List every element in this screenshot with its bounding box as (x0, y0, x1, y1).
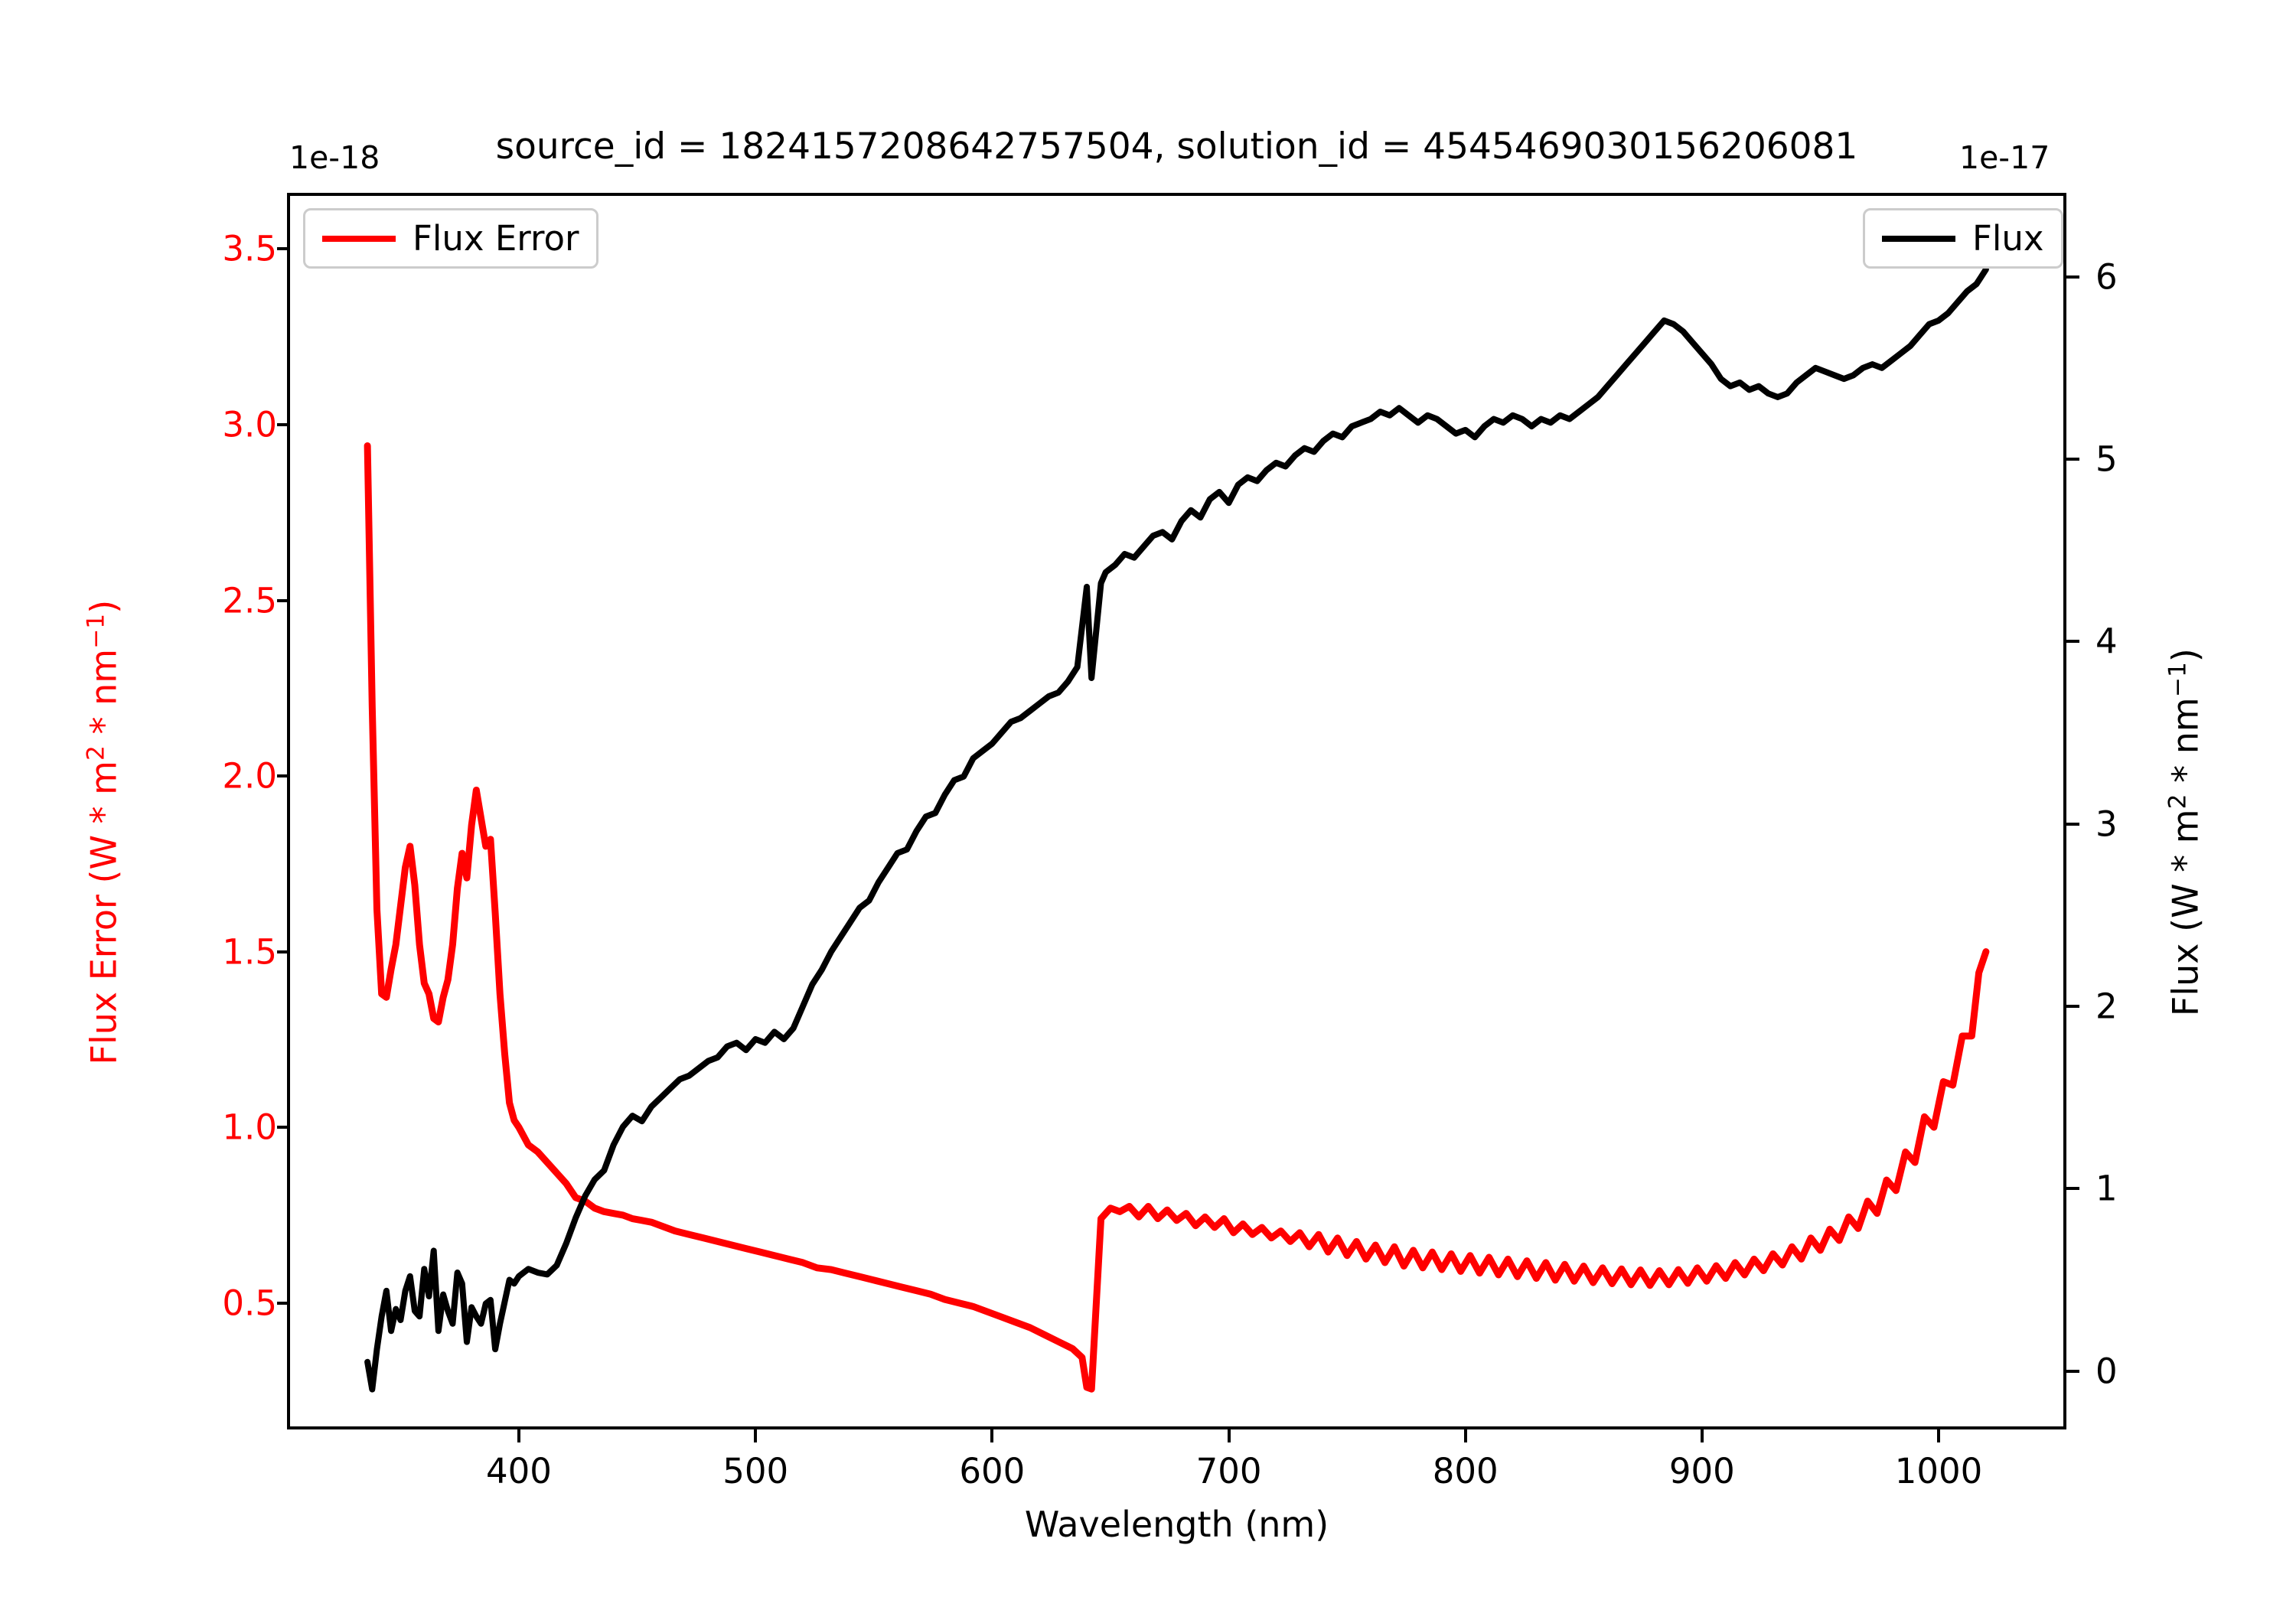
left-axis-label: Flux Error (W * m2 * nm−1) (82, 599, 125, 1065)
xtick-mark (1463, 1429, 1467, 1442)
right-ytick-label: 3 (2095, 804, 2118, 845)
xtick-mark (517, 1429, 520, 1442)
right-axis-label: Flux (W * m2 * nm−1) (2164, 648, 2206, 1017)
x-axis-label: Wavelength (nm) (1024, 1504, 1329, 1545)
left-ytick-label: 2.0 (222, 755, 277, 797)
legend-flux-error: Flux Error (303, 208, 598, 269)
xtick-label: 1000 (1894, 1451, 1983, 1491)
left-ytick-mark (277, 1126, 290, 1129)
left-ytick-mark (277, 774, 290, 778)
xtick-mark (990, 1429, 994, 1442)
axes-frame (287, 193, 2066, 1429)
legend-flux: Flux (1863, 208, 2063, 269)
right-ytick-mark (2066, 640, 2079, 644)
left-ytick-label: 2.5 (222, 580, 277, 621)
plot-title: source_id = 1824157208642757504, solutio… (495, 125, 1858, 168)
legend-label-flux-error: Flux Error (413, 218, 579, 259)
right-ytick-label: 4 (2095, 621, 2118, 662)
right-ytick-label: 0 (2095, 1351, 2118, 1392)
legend-label-flux: Flux (1972, 218, 2044, 259)
right-ytick-label: 1 (2095, 1168, 2118, 1209)
left-ytick-label: 1.0 (222, 1107, 277, 1148)
right-ytick-mark (2066, 822, 2079, 826)
xtick-label: 400 (486, 1451, 552, 1491)
right-ytick-mark (2066, 457, 2079, 461)
left-ytick-label: 0.5 (222, 1283, 277, 1324)
xtick-label: 600 (959, 1451, 1026, 1491)
left-axis-offset-text: 1e-18 (289, 139, 380, 176)
right-ytick-mark (2066, 275, 2079, 279)
xtick-mark (1227, 1429, 1231, 1442)
left-ytick-mark (277, 950, 290, 953)
right-ytick-mark (2066, 1187, 2079, 1191)
right-ytick-label: 6 (2095, 256, 2118, 298)
right-ytick-label: 5 (2095, 438, 2118, 480)
xtick-label: 900 (1668, 1451, 1735, 1491)
xtick-label: 700 (1195, 1451, 1262, 1491)
right-ytick-label: 2 (2095, 986, 2118, 1027)
xtick-mark (1700, 1429, 1704, 1442)
xtick-mark (754, 1429, 758, 1442)
legend-line-icon-flux (1882, 235, 1955, 242)
left-ytick-mark (277, 423, 290, 426)
left-ytick-mark (277, 598, 290, 602)
left-ytick-label: 3.0 (222, 404, 277, 445)
left-ytick-label: 3.5 (222, 228, 277, 269)
legend-line-icon-flux-error (322, 235, 396, 242)
left-ytick-mark (277, 1301, 290, 1305)
xtick-label: 800 (1432, 1451, 1499, 1491)
left-ytick-mark (277, 247, 290, 251)
left-ytick-label: 1.5 (222, 931, 277, 973)
xtick-label: 500 (722, 1451, 789, 1491)
right-axis-offset-text: 1e-17 (1959, 139, 2050, 176)
right-ytick-mark (2066, 1369, 2079, 1373)
right-ytick-mark (2066, 1005, 2079, 1009)
xtick-mark (1937, 1429, 1941, 1442)
